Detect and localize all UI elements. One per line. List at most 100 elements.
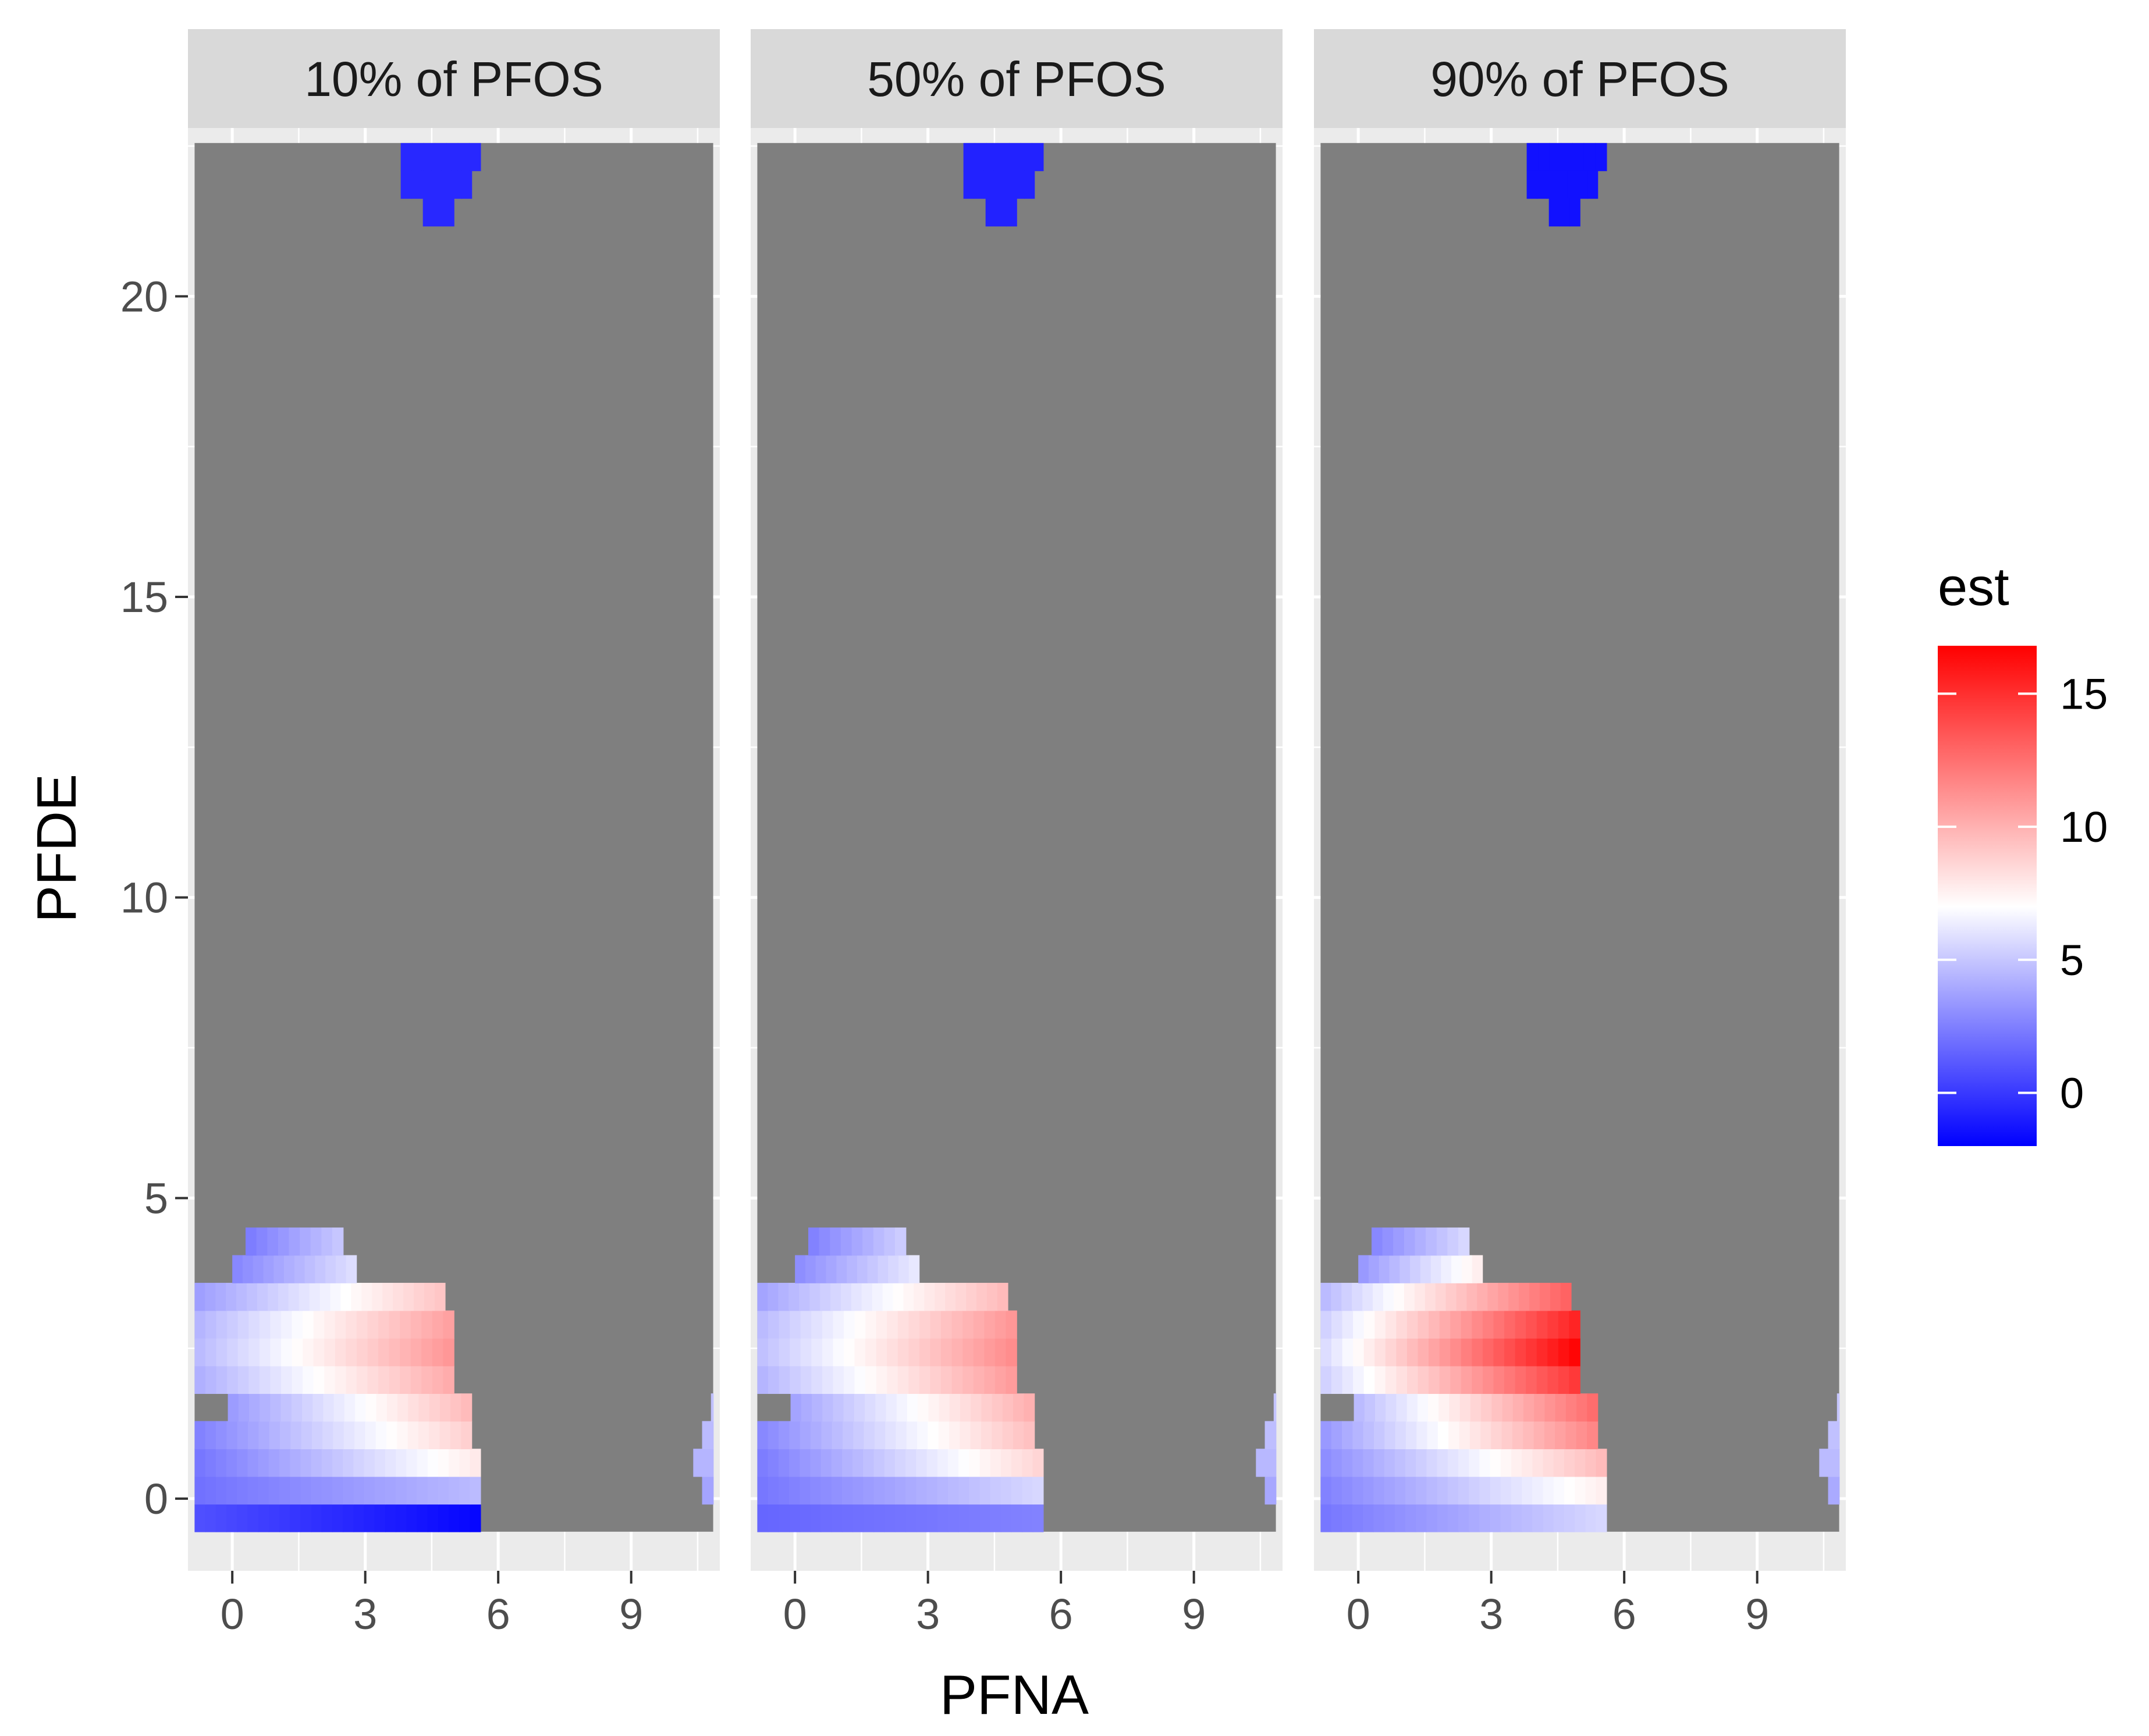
heatmap-tile [809,1283,820,1311]
heatmap-tile [269,1421,280,1450]
heatmap-tile [1575,1449,1586,1477]
heatmap-tile [947,1476,959,1505]
heatmap-tile [963,170,974,199]
heatmap-tile [819,1227,831,1256]
heatmap-tile [853,1449,864,1477]
heatmap-tile [962,1338,974,1367]
heatmap-tile [194,1504,206,1532]
heatmap-tile [260,1393,271,1422]
heatmap-tile [945,1283,956,1311]
heatmap-tile [418,1421,430,1450]
heatmap-tile [1477,1283,1489,1311]
heatmap-tile [270,1365,282,1394]
heatmap-tile [459,1504,471,1532]
heatmap-tile [916,1449,928,1477]
heatmap-tile [1472,1365,1483,1394]
heatmap-tile [1549,143,1562,172]
heatmap-tile [1482,1365,1494,1394]
heatmap-tile [400,1310,411,1339]
heatmap-tile [851,1227,863,1256]
heatmap-tile [1458,1504,1469,1532]
heatmap-tile [1428,1393,1440,1422]
heatmap-tiles [194,143,714,1532]
heatmap-tile [1002,1421,1014,1450]
heatmap-tile [831,1476,843,1505]
heatmap-tile [779,1365,790,1394]
heatmap-tile [857,1255,868,1283]
heatmap-tile [908,1338,920,1367]
heatmap-tile [779,1421,790,1450]
heatmap-tile [1331,1310,1343,1339]
heatmap-tile [778,1449,790,1477]
heatmap-tile [822,1310,834,1339]
heatmap-tile [1396,1338,1408,1367]
heatmap-tile [801,1393,812,1422]
heatmap-tile [873,1504,885,1532]
heatmap-tile [986,1283,998,1311]
heatmap-tile [1537,170,1548,199]
heatmap-tile [194,1421,206,1450]
heatmap-tile [790,1393,802,1422]
heatmap-tile [194,1449,206,1477]
heatmap-tile [994,1365,1007,1394]
heatmap-tile [333,1393,345,1422]
heatmap-tile [322,1421,334,1450]
heatmap-tile [1032,1504,1044,1532]
heatmap-tile [1569,1338,1580,1367]
heatmap-tile [981,1421,993,1450]
heatmap-tile [194,1338,206,1367]
heatmap-tile [470,1476,481,1505]
heatmap-tile [928,1421,939,1450]
heatmap-tile [810,1421,822,1450]
heatmap-tile [385,1476,396,1505]
heatmap-tile [237,1310,250,1339]
heatmap-tile [1000,1476,1012,1505]
heatmap-tile [311,1476,322,1505]
heatmap-tile [1577,170,1588,199]
heatmap-tile [1341,1476,1353,1505]
heatmap-tile [1022,1504,1033,1532]
heatmap-tile [1544,1421,1556,1450]
heatmap-tile [947,1449,959,1477]
heatmap-tile [312,1393,324,1422]
heatmap-tile [800,1476,811,1505]
heatmap-tile [1437,1421,1449,1450]
heatmap-tile [365,1393,377,1422]
heatmap-tile [1395,1421,1406,1450]
heatmap-tile [1011,1504,1023,1532]
heatmap-tile [268,1449,280,1477]
heatmap-tile [799,1283,810,1311]
facet-panel-3: 90% of PFOS 0 3 6 9 [1291,29,1846,1650]
heatmap-tile [969,1449,981,1477]
heatmap-tile [280,1365,293,1394]
heatmap-tile [429,1421,441,1450]
heatmap-tile [1461,1365,1473,1394]
heatmap-tile [926,1504,938,1532]
heatmap-tile [1447,1504,1459,1532]
heatmap-tile [851,1283,862,1311]
heatmap-tiles [1320,143,1840,1532]
legend-title: est [1938,557,2009,617]
heatmap-tile [1405,1476,1416,1505]
heatmap-tile [779,1310,790,1339]
heatmap-tile [226,1283,237,1311]
heatmap-tile [406,1476,418,1505]
heatmap-tile [1461,1255,1473,1283]
heatmap-tile [330,1283,342,1311]
heatmap-tile [279,1449,290,1477]
heatmap-tile [1472,1338,1483,1367]
heatmap-tile [421,170,432,199]
heatmap-tile [1534,1393,1546,1422]
heatmap-tile [258,1504,269,1532]
heatmap-tile [1024,170,1035,199]
heatmap-tile [439,1393,451,1422]
heatmap-tile [313,1310,325,1339]
heatmap-tile [874,1421,886,1450]
heatmap-tile [882,1283,894,1311]
heatmap-tile [1526,1365,1537,1394]
heatmap-tile [1837,1393,1840,1422]
heatmap-tile [1331,1421,1342,1450]
heatmap-tile [1553,1504,1565,1532]
heatmap-tile [1353,1310,1365,1339]
heatmap-tile [1394,1504,1406,1532]
